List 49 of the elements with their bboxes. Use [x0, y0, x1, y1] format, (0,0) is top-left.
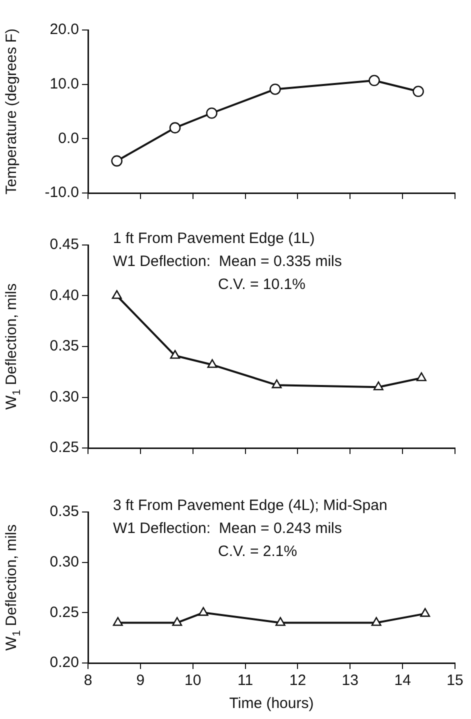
point — [172, 617, 182, 626]
y-tick-label: 0.20 — [50, 654, 79, 672]
y-tick-label: 0.25 — [50, 604, 79, 621]
y-axis-title: Temperature (degrees F) — [3, 28, 20, 194]
x-tick-label: 15 — [446, 672, 464, 690]
annotation: 1 ft From Pavement Edge (1L) — [113, 230, 315, 248]
point — [416, 372, 426, 382]
y-tick-label: 0.35 — [50, 503, 79, 520]
annotation: C.V. = 2.1% — [218, 543, 298, 560]
x-tick-label: 13 — [342, 672, 358, 690]
x-tick-label: 11 — [237, 672, 254, 690]
point — [198, 607, 208, 616]
y-tick-label: 0.25 — [50, 439, 79, 456]
annotation: C.V. = 10.1% — [218, 276, 306, 294]
y-tick-label: 0.30 — [50, 388, 79, 406]
point — [207, 359, 218, 368]
x-tick-label: 8 — [84, 672, 92, 690]
x-axis-title: Time (hours) — [229, 695, 314, 712]
point — [112, 290, 122, 299]
point — [170, 350, 180, 359]
x-tick-label: 10 — [184, 672, 202, 690]
y-tick-label: 10.0 — [50, 75, 79, 92]
x-tick-label: 12 — [289, 672, 306, 690]
y-axis-title: W1 Deflection, mils — [3, 524, 24, 651]
point — [169, 122, 181, 134]
y-tick-label: 20.0 — [50, 21, 79, 38]
annotation: W1 Deflection: Mean = 0.335 mils — [113, 253, 342, 270]
x-tick-label: 14 — [394, 672, 411, 690]
y-tick-label: 0.30 — [50, 553, 79, 570]
point — [206, 107, 218, 119]
point — [111, 155, 122, 167]
point — [112, 617, 123, 626]
y-tick-label: -10.0 — [44, 184, 79, 202]
point — [373, 381, 384, 390]
y-tick-label: 0.0 — [58, 130, 79, 147]
point — [371, 617, 382, 626]
point — [420, 608, 430, 617]
point — [368, 74, 380, 86]
annotation: W1 Deflection: Mean = 0.243 mils — [113, 520, 342, 538]
point — [270, 84, 281, 95]
point — [275, 617, 286, 626]
y-tick-label: 0.45 — [50, 236, 79, 254]
point — [272, 379, 282, 388]
annotation: 3 ft From Pavement Edge (4L); Mid-Span — [113, 497, 388, 514]
y-axis-title: W1 Deflection, mils — [3, 283, 24, 410]
y-tick-label: 0.40 — [50, 286, 79, 304]
y-tick-label: 0.35 — [50, 338, 79, 355]
x-tick-label: 9 — [136, 672, 145, 690]
point — [412, 86, 424, 98]
